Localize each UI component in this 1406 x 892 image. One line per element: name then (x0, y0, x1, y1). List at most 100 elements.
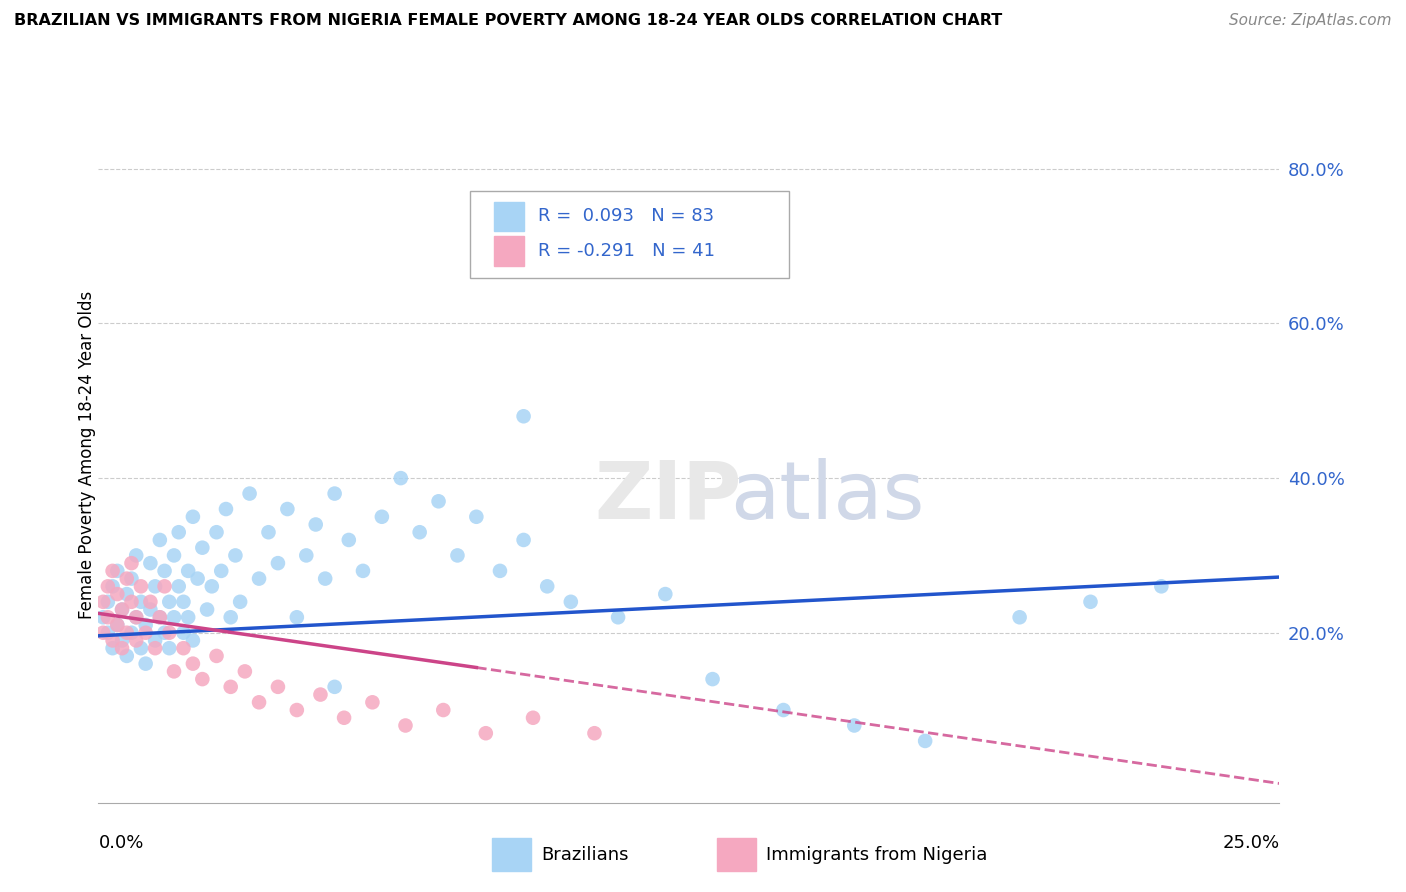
Point (361, 695, 384, 709)
Point (1008, 610, 1031, 624)
Point (125, 610, 148, 624)
Point (111, 602, 134, 616)
Point (285, 703, 308, 717)
Point (97, 595, 120, 609)
Point (914, 734, 936, 748)
Point (105, 618, 128, 632)
Point (163, 549, 186, 563)
Point (139, 602, 162, 616)
Point (267, 680, 290, 694)
Point (181, 633, 204, 648)
Point (111, 602, 134, 616)
Point (172, 595, 194, 609)
Point (446, 549, 468, 563)
Text: R = -0.291   N = 41: R = -0.291 N = 41 (537, 242, 714, 260)
Text: atlas: atlas (730, 458, 925, 536)
Text: Immigrants from Nigeria: Immigrants from Nigeria (766, 846, 987, 863)
Point (191, 672, 214, 686)
Point (157, 641, 180, 656)
Point (489, 564, 512, 578)
Point (101, 633, 124, 648)
Text: R =  0.093   N = 83: R = 0.093 N = 83 (537, 207, 714, 226)
Point (125, 633, 148, 648)
Point (157, 625, 180, 640)
Point (177, 610, 200, 624)
Point (1150, 579, 1173, 593)
Text: Source: ZipAtlas.com: Source: ZipAtlas.com (1229, 13, 1392, 29)
Point (219, 610, 242, 624)
Point (125, 610, 148, 624)
Point (201, 579, 224, 593)
Point (177, 564, 200, 578)
Text: 0.0%: 0.0% (98, 834, 143, 852)
Point (205, 648, 228, 663)
Point (560, 201, 582, 215)
Point (157, 595, 180, 609)
Point (153, 564, 176, 578)
FancyBboxPatch shape (471, 191, 789, 277)
Point (583, 726, 606, 740)
Point (111, 641, 134, 656)
Point (125, 549, 148, 563)
Point (115, 572, 138, 586)
Point (333, 711, 356, 725)
Point (219, 680, 242, 694)
Point (167, 525, 190, 540)
Point (512, 409, 534, 424)
Point (149, 533, 172, 547)
Point (149, 610, 172, 624)
Point (247, 572, 270, 586)
Point (512, 533, 534, 547)
Point (187, 572, 209, 586)
Point (560, 595, 582, 609)
Point (135, 657, 157, 671)
Point (607, 610, 630, 624)
Point (143, 579, 166, 593)
Point (247, 695, 270, 709)
Point (135, 618, 157, 632)
Point (163, 665, 186, 679)
Point (295, 549, 318, 563)
Text: Brazilians: Brazilians (541, 846, 628, 863)
Point (115, 587, 138, 601)
Point (143, 633, 166, 648)
Point (522, 711, 544, 725)
Point (323, 486, 346, 500)
Point (115, 648, 138, 663)
Point (91, 595, 114, 609)
Point (309, 688, 332, 702)
Point (97, 579, 120, 593)
Point (239, 486, 262, 500)
Point (465, 509, 488, 524)
Point (135, 625, 157, 640)
Point (772, 703, 794, 717)
Point (101, 564, 124, 578)
Point (195, 602, 218, 616)
Point (91, 610, 114, 624)
Point (224, 549, 246, 563)
Point (143, 641, 166, 656)
Point (233, 665, 256, 679)
Point (536, 579, 558, 593)
Point (163, 610, 186, 624)
Point (702, 672, 724, 686)
Point (475, 726, 498, 740)
Point (129, 595, 152, 609)
Point (153, 625, 176, 640)
Y-axis label: Female Poverty Among 18-24 Year Olds: Female Poverty Among 18-24 Year Olds (79, 291, 96, 619)
Point (121, 625, 143, 640)
Point (305, 517, 328, 532)
Point (97, 625, 120, 640)
Point (101, 579, 124, 593)
Point (129, 579, 152, 593)
FancyBboxPatch shape (494, 236, 523, 266)
Point (121, 572, 143, 586)
Point (115, 625, 138, 640)
Point (181, 657, 204, 671)
Point (389, 471, 412, 485)
Point (337, 533, 360, 547)
Point (97, 610, 120, 624)
Point (181, 509, 204, 524)
Point (432, 703, 454, 717)
Point (257, 525, 280, 540)
